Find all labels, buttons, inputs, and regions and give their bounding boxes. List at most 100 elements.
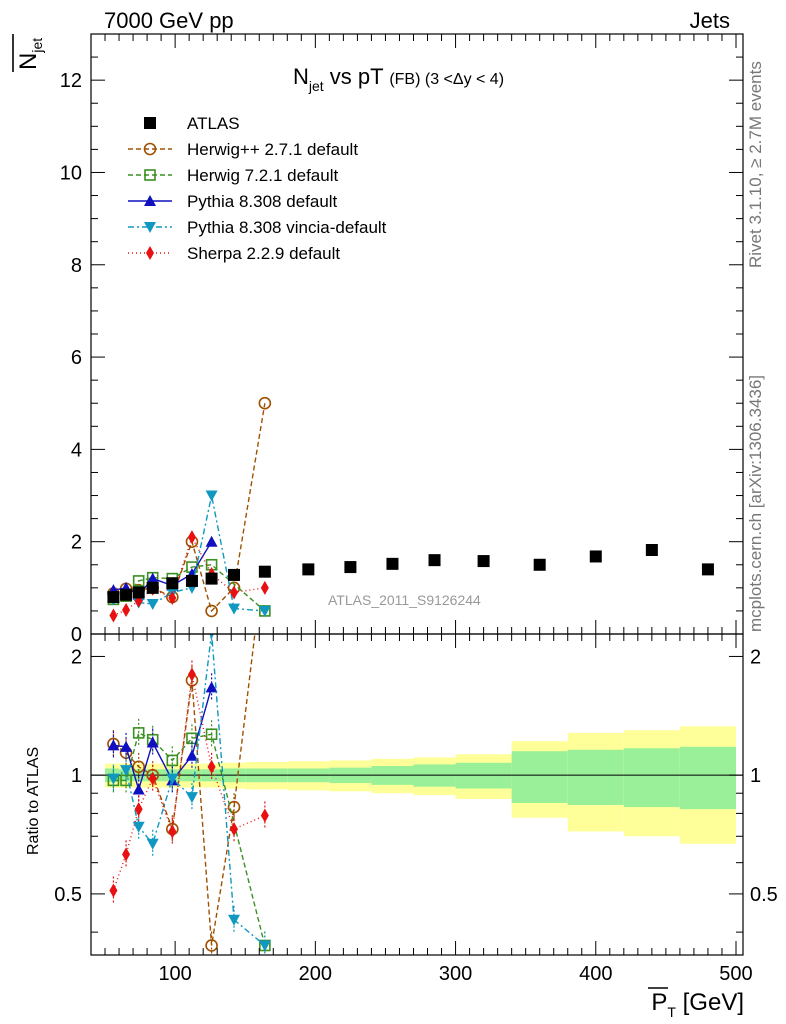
- atlas-data-point: [344, 561, 357, 574]
- ratio-3-point: [185, 792, 198, 804]
- series-4-point: [122, 603, 131, 617]
- ratio-3-point: [132, 821, 145, 833]
- series-0-point: [205, 604, 218, 618]
- atlas-data-point: [477, 555, 490, 568]
- y-tick-label: 6: [71, 347, 82, 369]
- ratio-4-point: [148, 771, 157, 786]
- ratio-3-point: [146, 838, 159, 850]
- y-tick-label: 0: [71, 624, 82, 646]
- ratio-3-point: [228, 914, 241, 926]
- ratio-y-tick-label-right: 1: [750, 765, 761, 787]
- ratio-y-axis-label: Ratio to ATLAS: [25, 747, 42, 855]
- series-3-point: [205, 490, 218, 502]
- legend-marker: [143, 142, 157, 156]
- header-left: 7000 GeV pp: [104, 8, 234, 33]
- ratio-2-point: [205, 681, 218, 693]
- ratio-band-stat: [511, 751, 568, 804]
- series-3-point: [258, 605, 271, 617]
- ratio-0-point: [205, 939, 218, 952]
- legend-label: Pythia 8.308 vincia-default: [187, 218, 387, 237]
- ratio-3-point: [258, 940, 271, 952]
- series-2-point: [205, 535, 218, 547]
- ratio-4-point: [109, 883, 118, 898]
- ratio-4-point: [230, 822, 239, 837]
- ratio-2-point: [107, 739, 120, 751]
- ratio-3-point: [166, 773, 179, 785]
- atlas-data-point: [645, 544, 658, 556]
- atlas-data-point: [205, 572, 218, 585]
- x-tick-label: 100: [158, 963, 191, 985]
- atlas-data-point: [166, 577, 179, 590]
- legend-label: Pythia 8.308 default: [187, 192, 338, 211]
- ratio-2-point: [185, 749, 198, 761]
- ratio-band-stat: [679, 746, 736, 810]
- ratio-0-point: [227, 800, 241, 814]
- ratio-band-stat: [623, 748, 680, 808]
- ratio-4-point: [122, 847, 131, 862]
- ratio-0-point: [132, 760, 145, 774]
- ratio-band-stat: [567, 749, 624, 806]
- mcplots-label: mcplots.cern.ch [arXiv:1306.3436]: [746, 374, 765, 632]
- atlas-data-point: [258, 565, 271, 578]
- x-axis-label-sub: T: [667, 1004, 676, 1020]
- rivet-version-label: Rivet 3.1.10, ≥ 2.7M events: [746, 61, 765, 268]
- y-axis-label-sub: jet: [29, 38, 45, 54]
- title-mid: vs pT: [324, 64, 390, 89]
- title-cut: (3 <Δy < 4): [420, 71, 504, 88]
- y-tick-label: 12: [60, 70, 82, 92]
- series-4-point: [168, 591, 177, 605]
- legend-label: Sherpa 2.2.9 default: [187, 244, 340, 263]
- x-tick-label: 300: [439, 963, 472, 985]
- y-tick-label: 8: [71, 255, 82, 277]
- atlas-data-point: [132, 586, 145, 599]
- legend-marker: [144, 195, 156, 206]
- y-tick-label: 10: [60, 162, 82, 184]
- series-4-point: [187, 530, 196, 545]
- x-tick-label: 200: [299, 963, 332, 985]
- ratio-3-point: [209, 634, 215, 639]
- ratio-3-point: [107, 773, 120, 785]
- ratio-2-point: [146, 736, 159, 748]
- title-fb: (FB): [389, 71, 420, 88]
- ratio-4-point: [134, 802, 143, 817]
- series-4-point: [260, 580, 269, 595]
- series-0-point: [258, 396, 272, 410]
- ratio-line-0: [113, 634, 256, 946]
- legend-label: ATLAS: [187, 114, 240, 133]
- legend-marker: [146, 246, 154, 260]
- ratio-1-point: [205, 728, 218, 741]
- series-3-point: [146, 599, 159, 610]
- legend-label: Herwig++ 2.7.1 default: [187, 140, 358, 159]
- chart-title: Njet vs pT (FB) (3 <Δy < 4): [293, 64, 504, 94]
- ratio-y-tick-label: 1: [71, 765, 82, 787]
- atlas-data-point: [146, 581, 159, 594]
- atlas-data-point: [228, 568, 241, 581]
- x-axis-label-main: P: [651, 989, 667, 1016]
- x-axis-label: PT [GeV]: [651, 989, 744, 1020]
- atlas-data-point: [533, 558, 546, 571]
- ratio-line-1: [113, 731, 266, 946]
- ratio-2-point: [132, 783, 145, 795]
- series-1-point: [132, 575, 145, 587]
- ratio-y-tick-label-right: 0.5: [750, 884, 778, 906]
- legend-marker: [144, 117, 156, 129]
- ratio-4-point: [168, 824, 177, 839]
- atlas-data-point: [589, 550, 602, 563]
- ratio-y-tick-label: 2: [71, 646, 82, 668]
- series-3-point: [228, 603, 241, 615]
- ratio-1-point: [132, 727, 145, 739]
- series-2-point: [146, 572, 159, 584]
- x-tick-label: 400: [579, 963, 612, 985]
- ratio-y-tick-label: 0.5: [54, 884, 82, 906]
- ratio-frame: [90, 633, 744, 956]
- ratio-2-point: [120, 740, 133, 752]
- x-tick-label: 500: [719, 963, 752, 985]
- legend-marker: [144, 222, 156, 233]
- atlas-data-point: [302, 563, 315, 576]
- legend-label: Herwig 7.2.1 default: [187, 166, 338, 185]
- y-tick-label: 2: [71, 532, 82, 554]
- y-axis-label-main: N: [15, 53, 42, 70]
- series-4-point: [109, 608, 118, 623]
- title-sub: jet: [308, 78, 324, 94]
